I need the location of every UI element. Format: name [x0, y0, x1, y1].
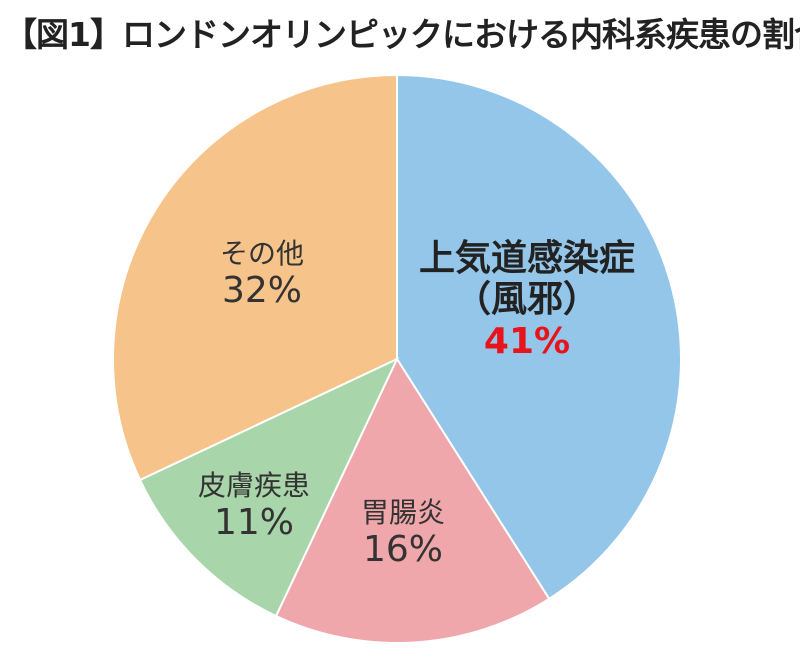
slice-label-gastroenteritis: 胃腸炎 16% [360, 496, 446, 571]
slice-label-skin-disease: 皮膚疾患 11% [197, 469, 311, 544]
slice-name: 胃腸炎 [360, 496, 446, 529]
slice-sublabel: （風邪） [454, 279, 600, 321]
pie-slice-0 [396, 73, 682, 601]
slice-name: その他 [219, 237, 305, 270]
slice-name: 上気道感染症 [418, 238, 636, 279]
slice-value: 16% [362, 529, 444, 571]
slice-value: 32% [221, 270, 303, 312]
pie-slice-1 [274, 356, 551, 644]
slice-label-upper-respiratory: 上気道感染症 （風邪） 41% [419, 238, 635, 362]
slice-name: 皮膚疾患 [197, 469, 311, 502]
slice-value: 41% [483, 320, 571, 362]
slice-value: 11% [213, 502, 295, 544]
chart-title: 【図1】ロンドンオリンピックにおける内科系疾患の割合 [4, 15, 800, 54]
slice-label-other: その他 32% [219, 237, 305, 312]
pie-slice-3 [112, 73, 398, 482]
pie-slice-2 [138, 356, 400, 618]
